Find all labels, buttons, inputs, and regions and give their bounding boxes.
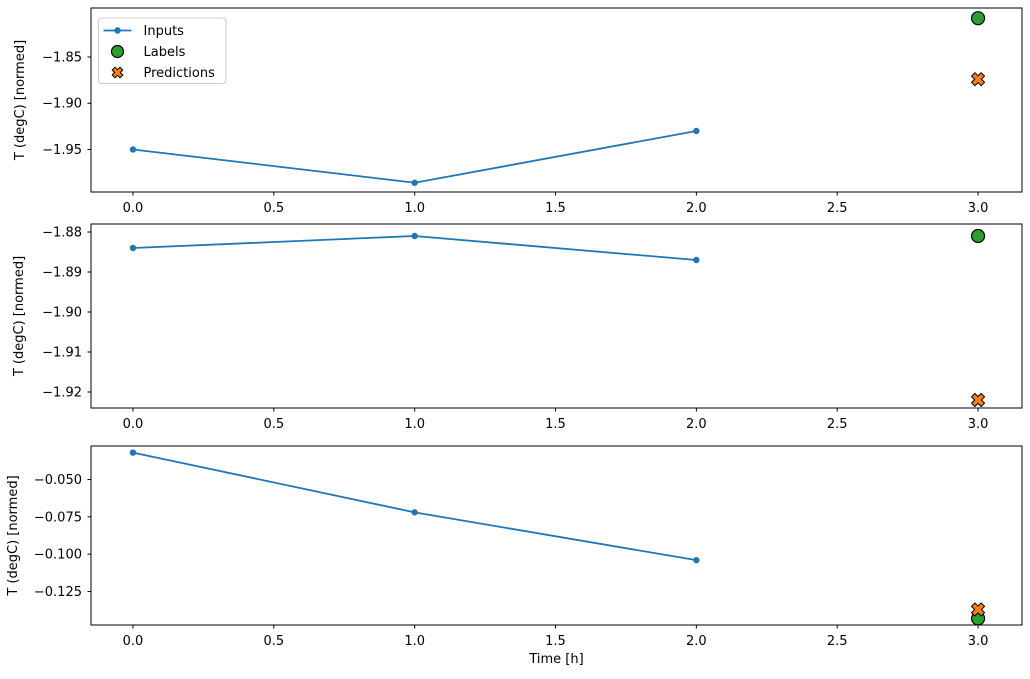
predictions-marker [970, 392, 986, 408]
x-tick-label: 0.5 [263, 201, 284, 216]
x-tick-label: 1.5 [545, 417, 566, 432]
y-tick-label: −1.85 [42, 51, 82, 66]
y-tick-label: −1.92 [42, 386, 82, 401]
y-tick-label: −0.100 [34, 548, 82, 563]
legend-label: Predictions [144, 66, 216, 81]
x-tick-label: 1.5 [545, 634, 566, 649]
x-tick-label: 1.0 [404, 417, 425, 432]
x-tick-label: 3.0 [968, 201, 989, 216]
x-tick-label: 2.0 [686, 201, 707, 216]
subplot-2: 0.0 0.5 1.0 1.5 2.0 2.5 3.0 −1.88 −1.89 −1.90 −1.9… [12, 223, 1023, 432]
predictions-marker [970, 602, 986, 617]
legend-item-labels: Labels [110, 44, 186, 60]
y-tick-label: −1.89 [42, 266, 82, 281]
legend-dot-sample [114, 27, 121, 34]
predictions-marker [970, 71, 986, 87]
subplot-1: 0.0 0.5 1.0 1.5 2.0 2.5 3.0 −1.85 −1.90 −1.95 T (d… [13, 7, 1023, 216]
x-tick-label: 0.0 [123, 201, 144, 216]
x-tick-label: 0.0 [123, 417, 144, 432]
x-tick-label: 2.0 [686, 634, 707, 649]
y-tick-label: −1.95 [42, 143, 82, 158]
inputs-point [129, 244, 137, 252]
legend-label: Labels [144, 45, 186, 60]
inputs-point [693, 256, 700, 264]
x-tick-label: 0.5 [263, 417, 284, 432]
labels-marker [970, 11, 986, 26]
x-tick-label: 2.0 [686, 417, 707, 432]
legend-x-icon [111, 66, 124, 79]
x-tick-label: 2.5 [827, 634, 848, 649]
subplot-3: 0.0 0.5 1.0 1.5 2.0 2.5 3.0 −0.050 −0.075 −0.100 −… [6, 445, 1023, 667]
x-tick-label: 1.0 [404, 201, 425, 216]
inputs-point [411, 232, 418, 240]
x-tick-label: 1.0 [404, 634, 425, 649]
x-tick-label: 2.5 [827, 417, 848, 432]
plot-area [90, 7, 1023, 193]
y-tick-label: −1.91 [42, 346, 82, 361]
labels-marker [970, 228, 986, 244]
x-tick-label: 1.5 [545, 201, 566, 216]
legend-box [98, 17, 227, 84]
x-axis-label: Time [h] [528, 652, 583, 667]
legend-circle-icon [110, 44, 125, 59]
y-tick-label: −1.88 [42, 226, 82, 241]
y-axis-label: T (degC) [normed] [13, 40, 28, 161]
y-axis-label: T (degC) [normed] [6, 475, 21, 596]
inputs-point [129, 449, 137, 456]
inputs-point [693, 556, 700, 564]
x-tick-label: 3.0 [968, 417, 989, 432]
inputs-point [129, 146, 137, 153]
x-tick-label: 0.5 [263, 634, 284, 649]
y-tick-label: −1.90 [42, 97, 82, 112]
y-tick-label: −0.125 [34, 585, 82, 600]
legend-item-inputs: Inputs [103, 24, 185, 39]
legend: Inputs Labels Predictions [98, 17, 227, 84]
y-axis-label: T (degC) [normed] [12, 256, 27, 377]
y-tick-label: −0.075 [34, 510, 82, 525]
inputs-point [411, 179, 418, 186]
legend-label: Inputs [144, 24, 185, 39]
inputs-point [693, 127, 700, 135]
y-tick-label: −0.050 [34, 473, 82, 488]
x-tick-label: 0.0 [123, 634, 144, 649]
x-tick-label: 3.0 [968, 634, 989, 649]
inputs-point [411, 509, 418, 516]
x-tick-label: 2.5 [827, 201, 848, 216]
y-tick-label: −1.90 [42, 306, 82, 321]
plot-area [90, 223, 1023, 409]
legend-item-predictions: Predictions [111, 66, 216, 81]
